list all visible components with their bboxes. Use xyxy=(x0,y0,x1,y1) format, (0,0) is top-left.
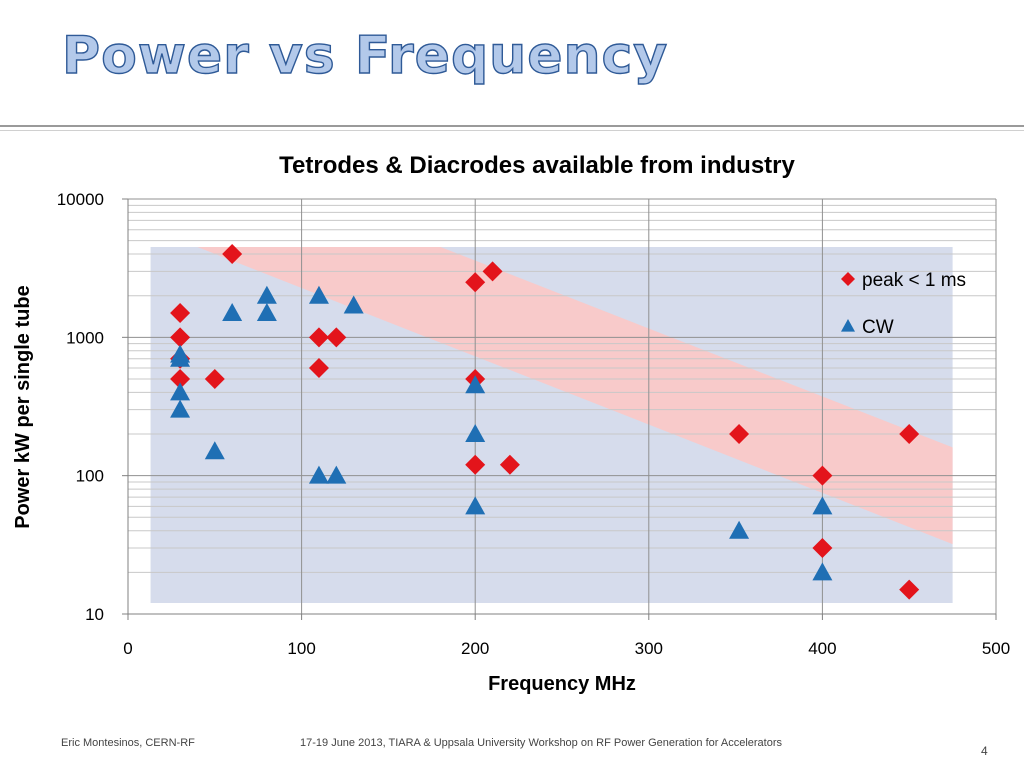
x-tick-label: 300 xyxy=(635,639,663,658)
cw-point xyxy=(465,496,486,515)
slide-title: Power vs Frequency xyxy=(61,25,669,86)
cw-point xyxy=(465,375,486,394)
cw-point xyxy=(204,441,225,460)
legend-label: CW xyxy=(862,317,894,338)
peak-point xyxy=(308,327,329,348)
footer-event: 17-19 June 2013, TIARA & Uppsala Univers… xyxy=(300,737,782,749)
peak-point xyxy=(326,327,347,348)
peak-point xyxy=(899,424,920,445)
points-layer xyxy=(170,244,920,600)
cw-point xyxy=(308,285,329,304)
x-axis-label: Frequency MHz xyxy=(488,673,636,695)
peak-point xyxy=(812,537,833,558)
footer-author: Eric Montesinos, CERN-RF xyxy=(61,737,195,749)
peak-point xyxy=(308,358,329,379)
cw-point xyxy=(256,302,277,321)
cw-point xyxy=(170,399,191,418)
cw-point xyxy=(729,520,750,539)
legend: peak < 1 ms CW xyxy=(841,270,966,338)
y-tick-label: 10 xyxy=(85,605,104,624)
cw-point xyxy=(308,465,329,484)
peak-point xyxy=(465,454,486,475)
peak-point xyxy=(499,454,520,475)
cw-point xyxy=(326,465,347,484)
power-vs-frequency-chart: Tetrodes & Diacrodes available from indu… xyxy=(12,152,1010,695)
cw-point xyxy=(343,295,364,314)
cw-point xyxy=(812,562,833,581)
title-divider-thin xyxy=(0,130,1024,131)
legend-label: peak < 1 ms xyxy=(862,270,966,291)
y-axis-label: Power kW per single tube xyxy=(12,285,34,528)
cw-point xyxy=(465,424,486,443)
peak-point xyxy=(899,579,920,600)
y-tick-label: 1000 xyxy=(66,328,104,347)
cw-point xyxy=(170,382,191,401)
peak-point xyxy=(170,327,191,348)
peak-point xyxy=(222,244,243,265)
x-tick-label: 200 xyxy=(461,639,489,658)
cw-point xyxy=(170,348,191,367)
axis-layer: 10 100 1000 10000 0 100 200 300 400 500 xyxy=(57,190,1010,658)
cw-point xyxy=(812,496,833,515)
peak-point xyxy=(170,368,191,389)
cw-point xyxy=(222,302,243,321)
y-tick-label: 100 xyxy=(76,467,104,486)
regions-layer xyxy=(150,246,953,604)
grid-layer xyxy=(127,198,997,615)
x-tick-label: 500 xyxy=(982,639,1010,658)
peak-point xyxy=(465,272,486,293)
legend-cw-marker xyxy=(841,319,855,332)
x-tick-label: 400 xyxy=(808,639,836,658)
legend-peak-marker xyxy=(841,272,855,286)
page-number: 4 xyxy=(981,744,988,758)
title-divider xyxy=(0,125,1024,127)
peak-point xyxy=(812,465,833,486)
peak-point xyxy=(170,302,191,323)
peak-point xyxy=(482,261,503,282)
cw-point xyxy=(256,285,277,304)
peak-point xyxy=(204,368,225,389)
x-tick-label: 100 xyxy=(287,639,315,658)
peak-point xyxy=(729,424,750,445)
y-tick-label: 10000 xyxy=(57,190,104,209)
chart-title: Tetrodes & Diacrodes available from indu… xyxy=(279,152,795,179)
peak_region xyxy=(197,246,953,545)
x-tick-label: 0 xyxy=(123,639,132,658)
cw_region xyxy=(150,246,953,604)
